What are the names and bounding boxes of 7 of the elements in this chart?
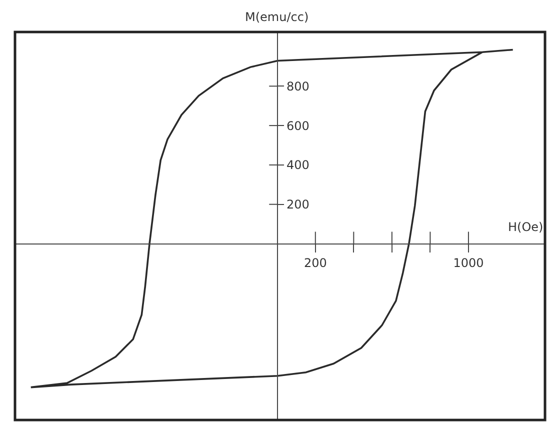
y-axis-title: M(emu/cc) [245, 10, 309, 24]
x-axis-title: H(Oe) [508, 220, 544, 234]
y-tick-label: 400 [286, 158, 310, 172]
y-tick-label: 200 [286, 198, 310, 212]
y-tick-label: 600 [286, 118, 310, 133]
x-tick-label: 1000 [453, 256, 484, 270]
y-tick-label: 800 [286, 79, 310, 94]
